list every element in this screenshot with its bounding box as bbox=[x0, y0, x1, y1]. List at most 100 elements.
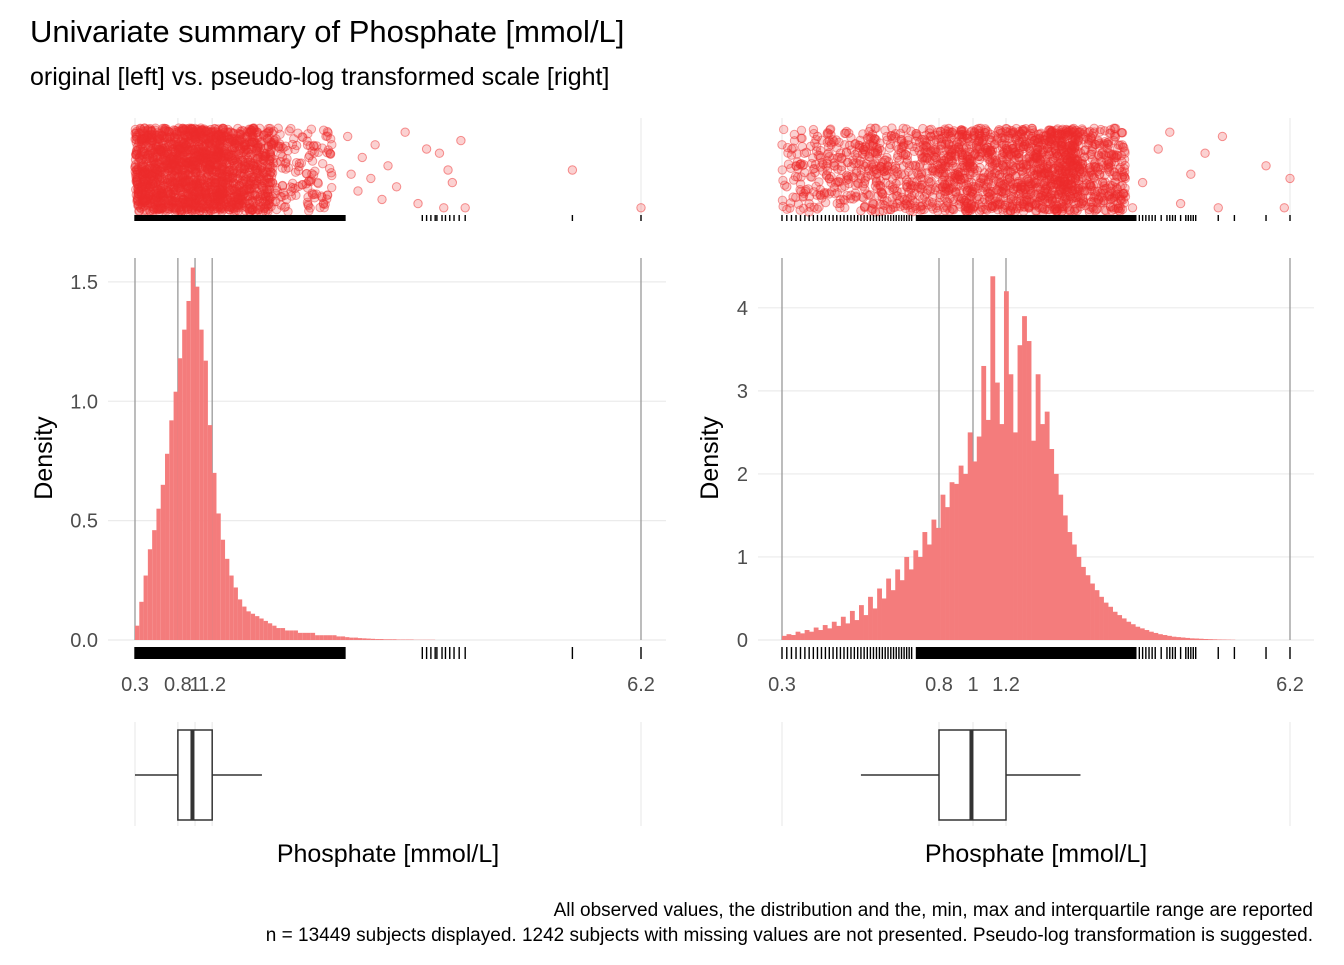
jitter-point bbox=[206, 147, 214, 155]
jitter-point bbox=[888, 124, 896, 132]
histogram-bar bbox=[148, 549, 152, 640]
histogram-bar bbox=[204, 361, 208, 640]
jitter-point bbox=[238, 178, 246, 186]
jitter-point bbox=[182, 205, 190, 213]
histogram-bar bbox=[277, 628, 281, 640]
jitter-outlier bbox=[444, 166, 452, 174]
histogram-bar bbox=[144, 576, 148, 640]
jitter-point bbox=[910, 147, 918, 155]
jitter-point bbox=[269, 138, 277, 146]
histogram-bar bbox=[367, 639, 371, 640]
histogram-bar bbox=[272, 626, 276, 640]
histogram-bar bbox=[358, 638, 362, 640]
jitter-point bbox=[307, 125, 315, 133]
jitter-point bbox=[987, 191, 995, 199]
jitter-point bbox=[970, 149, 978, 157]
jitter-outlier bbox=[378, 195, 386, 203]
jitter-point bbox=[170, 134, 178, 142]
jitter-point bbox=[284, 164, 292, 172]
jitter-point bbox=[250, 124, 258, 132]
jitter-outlier bbox=[457, 136, 465, 144]
y-tick-label: 0.0 bbox=[70, 630, 98, 652]
jitter-point bbox=[188, 192, 196, 200]
jitter-point bbox=[935, 168, 943, 176]
y-tick-label: 1.0 bbox=[70, 391, 98, 413]
jitter-outlier bbox=[367, 174, 375, 182]
jitter-point bbox=[964, 135, 972, 143]
jitter-point bbox=[228, 151, 236, 159]
histogram-bar bbox=[255, 616, 259, 640]
jitter-point bbox=[1025, 190, 1033, 198]
jitter-point bbox=[201, 135, 209, 143]
jitter-point bbox=[236, 144, 244, 152]
jitter-point bbox=[167, 173, 175, 181]
jitter-point bbox=[257, 182, 265, 190]
histogram-bar bbox=[328, 635, 332, 640]
jitter-point bbox=[937, 154, 945, 162]
jitter-point bbox=[917, 185, 925, 193]
x-tick-label: 0.8 bbox=[164, 674, 192, 696]
histogram-bar bbox=[165, 454, 169, 640]
jitter-point bbox=[1010, 156, 1018, 164]
histogram-bar bbox=[208, 425, 212, 640]
jitter-point bbox=[986, 146, 994, 154]
jitter-point bbox=[932, 204, 940, 212]
jitter-outlier bbox=[568, 166, 576, 174]
x-axis-title-left: Phosphate [mmol/L] bbox=[277, 840, 499, 868]
jitter-point bbox=[317, 192, 325, 200]
jitter-point bbox=[152, 187, 160, 195]
histogram-bar bbox=[251, 614, 255, 640]
jitter-point bbox=[888, 162, 896, 170]
histogram-bar bbox=[375, 639, 379, 640]
x-tick-label: 0.3 bbox=[121, 674, 149, 696]
jitter-outlier bbox=[354, 187, 362, 195]
jitter-point bbox=[1035, 165, 1043, 173]
jitter-point bbox=[998, 161, 1006, 169]
jitter-point bbox=[970, 129, 978, 137]
jitter-point bbox=[303, 198, 311, 206]
histogram-bar bbox=[345, 637, 349, 640]
jitter-point bbox=[961, 149, 969, 157]
jitter-point bbox=[869, 199, 877, 207]
jitter-points-right bbox=[778, 124, 1294, 216]
histogram-bar bbox=[337, 636, 341, 640]
jitter-point bbox=[154, 141, 162, 149]
jitter-point bbox=[247, 176, 255, 184]
x-tick-label: 6.2 bbox=[627, 674, 655, 696]
jitter-point bbox=[919, 141, 927, 149]
jitter-point bbox=[1019, 161, 1027, 169]
jitter-point bbox=[866, 140, 874, 148]
jitter-outlier bbox=[448, 178, 456, 186]
histogram-bar bbox=[281, 628, 285, 640]
histogram-bar bbox=[178, 358, 182, 640]
histogram-bar bbox=[384, 639, 388, 640]
histogram-bar bbox=[354, 638, 358, 640]
jitter-point bbox=[881, 201, 889, 209]
jitter-point bbox=[247, 150, 255, 158]
histogram-bar bbox=[234, 587, 238, 640]
jitter-point bbox=[1058, 170, 1066, 178]
boxplot-left bbox=[135, 730, 262, 820]
jitter-point bbox=[872, 124, 880, 132]
jitter-point bbox=[1046, 128, 1054, 136]
histogram-bar bbox=[302, 633, 306, 640]
jitter-point bbox=[281, 202, 289, 210]
jitter-point bbox=[214, 154, 222, 162]
jitter-outlier bbox=[414, 199, 422, 207]
jitter-point bbox=[1013, 131, 1021, 139]
jitter-point bbox=[225, 205, 233, 213]
jitter-outlier bbox=[637, 204, 645, 212]
jitter-point bbox=[1053, 207, 1061, 215]
histogram-bar bbox=[156, 509, 160, 640]
jitter-point bbox=[994, 134, 1002, 142]
jitter-point bbox=[943, 204, 951, 212]
jitter-point bbox=[169, 204, 177, 212]
y-tick-labels-left: 0.00.51.01.5 bbox=[70, 272, 98, 652]
histogram-bar bbox=[332, 635, 336, 640]
jitter-point bbox=[957, 176, 965, 184]
jitter-point bbox=[1063, 195, 1071, 203]
jitter-outlier bbox=[358, 153, 366, 161]
jitter-point bbox=[983, 206, 991, 214]
jitter-point bbox=[269, 179, 277, 187]
